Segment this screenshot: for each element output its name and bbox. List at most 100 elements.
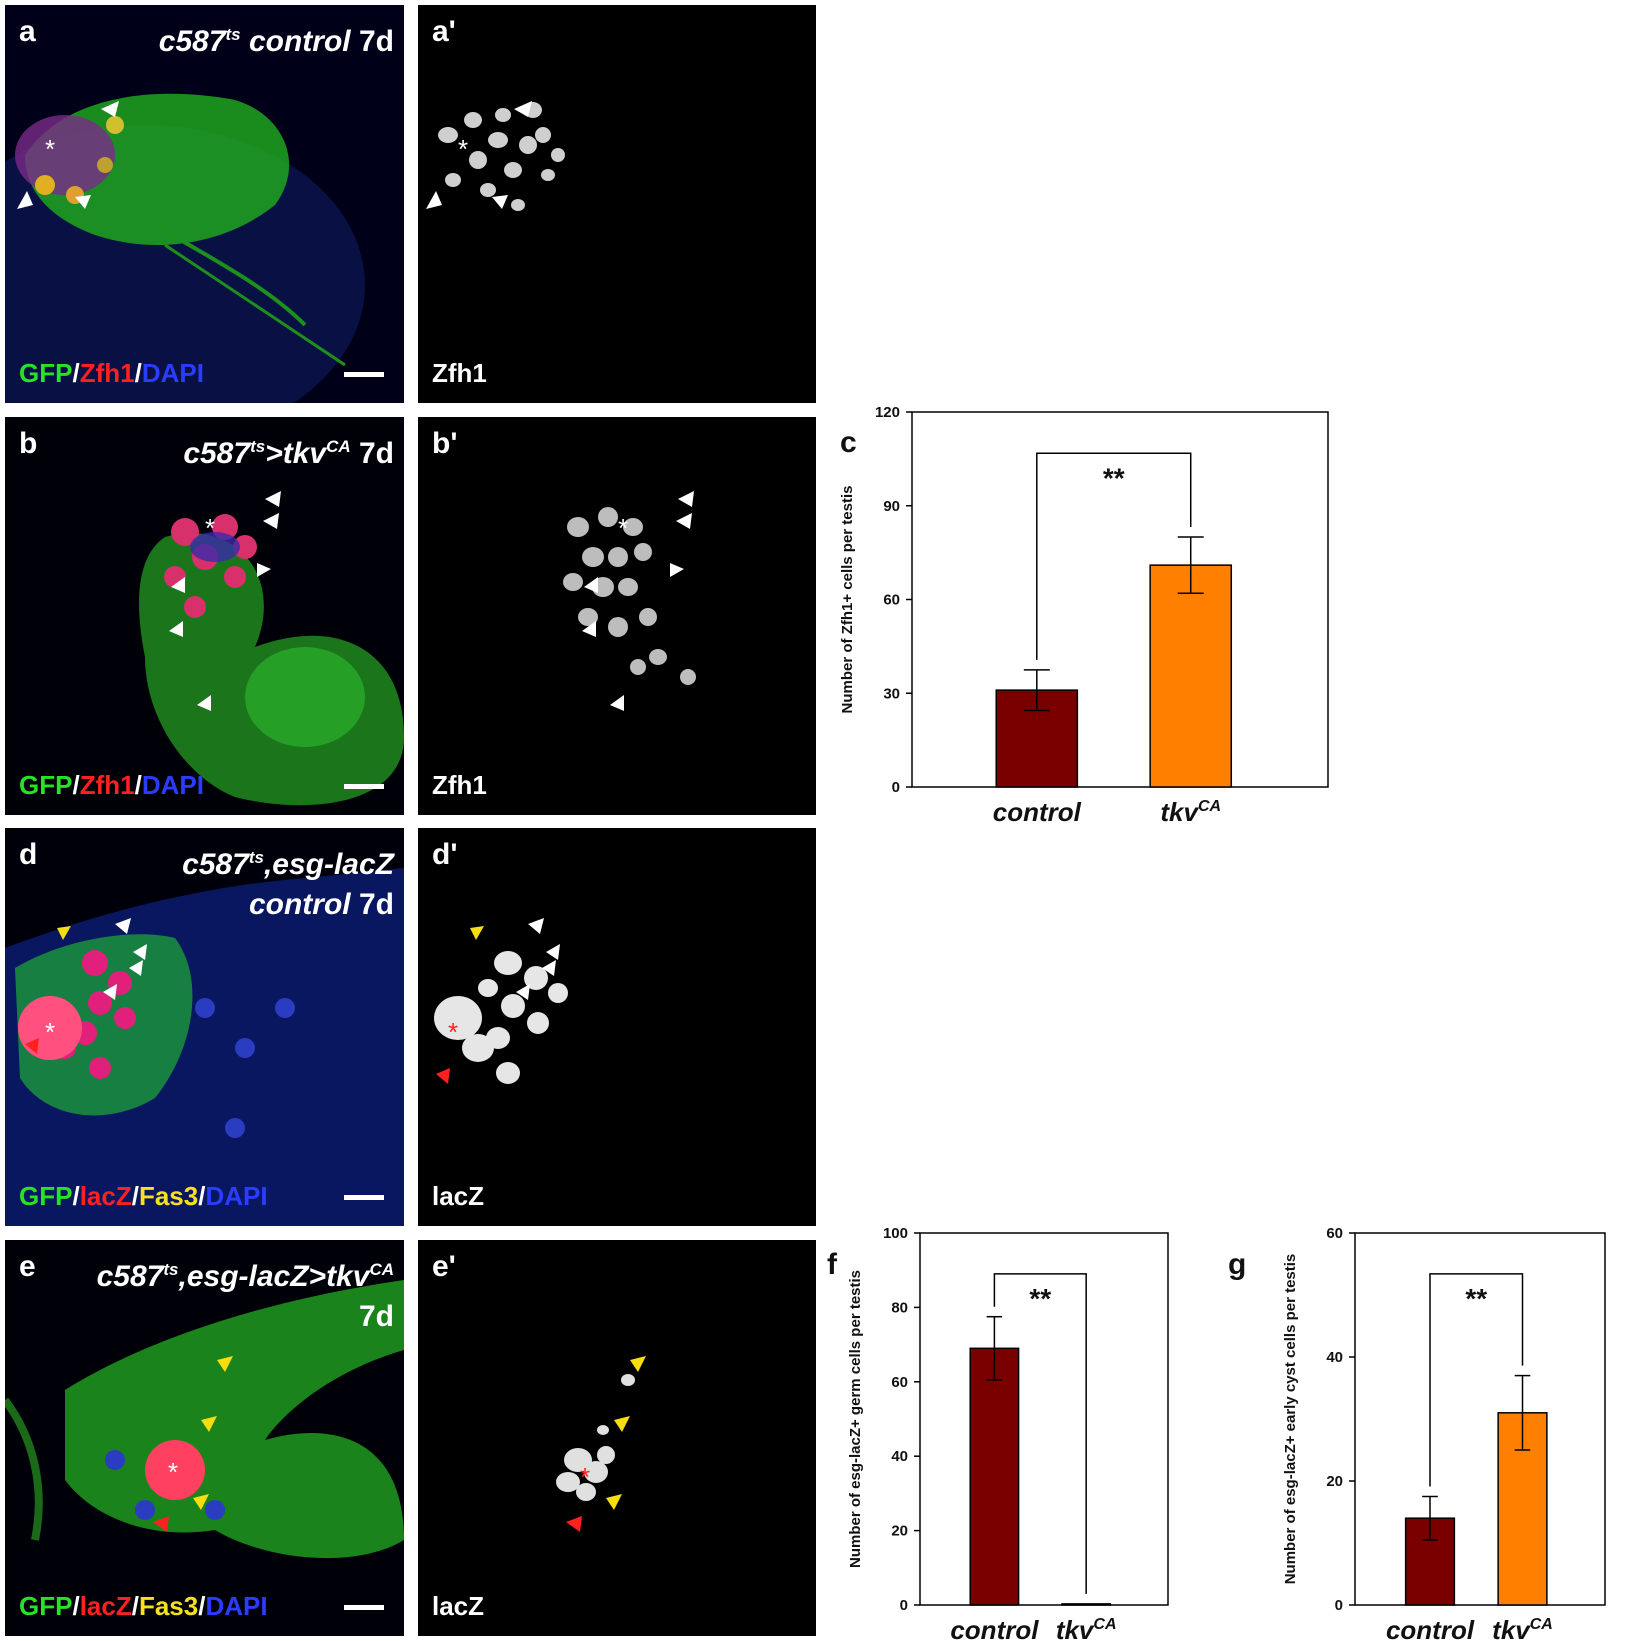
chart-c-label: c [840, 426, 857, 459]
panel-a-micrograph: * [5, 5, 404, 403]
panel-title: c587ts control 7d [158, 25, 394, 58]
stain-legend-part: DAPI [205, 1591, 268, 1621]
stain-legend-part: / [72, 358, 80, 388]
category-label-text: control [1386, 1615, 1475, 1641]
panel-d2-micrograph: * [434, 918, 568, 1084]
y-tick-label: 60 [891, 1374, 908, 1391]
category-label-sup: CA [1530, 1616, 1553, 1633]
stain-legend-part: lacZ [79, 1591, 132, 1621]
stain-legend: lacZ [432, 1591, 484, 1622]
y-axis-label: Number of esg-lacZ+ germ cells per testi… [847, 1270, 864, 1568]
stain-legend-part: / [131, 1181, 139, 1211]
scale-bar [344, 1195, 384, 1200]
stain-legend-part: DAPI [205, 1181, 268, 1211]
stain-legend-part: / [131, 1591, 139, 1621]
scale-bar [344, 372, 384, 377]
category-label: tkvCA [1160, 797, 1221, 827]
category-label: tkvCA [1492, 1615, 1553, 1641]
svg-text:*: * [168, 1457, 178, 1487]
panel-a-image: * a c587ts control 7d GFP/Zfh1/DAPI [5, 5, 404, 403]
panel-label: b' [432, 427, 458, 460]
stain-legend-part: Zfh1 [432, 358, 487, 388]
scale-bar [344, 1605, 384, 1610]
category-label-text: control [950, 1615, 1039, 1641]
y-tick-label: 100 [883, 1225, 908, 1242]
stain-legend-part: lacZ [432, 1591, 485, 1621]
stain-legend-part: Zfh1 [432, 770, 487, 800]
stain-legend-part: lacZ [79, 1181, 132, 1211]
panel-e-micrograph: * [5, 1240, 404, 1636]
y-tick-label: 20 [891, 1523, 908, 1540]
panel-d-image: * d c587ts,esg-lacZ control 7d GFP/lacZ/… [5, 828, 404, 1226]
svg-text:*: * [448, 1017, 458, 1047]
panel-a2-micrograph: * [426, 101, 565, 211]
y-tick-label: 40 [891, 1448, 908, 1465]
category-label-text: tkv [1160, 797, 1199, 827]
stain-legend-part: / [134, 770, 142, 800]
significance-bracket [1036, 452, 1192, 660]
stain-legend: GFP/Zfh1/DAPI [19, 358, 204, 389]
panel-label: d [19, 838, 38, 871]
arrowhead-markers [17, 101, 119, 209]
svg-text:*: * [45, 1017, 55, 1047]
panel-b-micrograph: * [5, 417, 404, 815]
plot-frame [911, 411, 1329, 788]
panel-b2-image: * b' Zfh1 [418, 417, 816, 815]
stain-legend: lacZ [432, 1181, 484, 1212]
category-label-sup: CA [1198, 798, 1221, 815]
panel-d2-image: * d' lacZ [418, 828, 816, 1226]
stain-legend-part: / [72, 770, 80, 800]
y-tick-label: 20 [1326, 1473, 1343, 1490]
stain-legend-part: GFP [19, 770, 73, 800]
svg-text:*: * [618, 513, 628, 543]
panel-b2-micrograph: * [563, 491, 696, 711]
category-label-text: tkv [1056, 1615, 1095, 1641]
category-label: control [950, 1615, 1039, 1641]
stain-legend-part: / [198, 1591, 206, 1621]
chart-f-label: f [827, 1248, 837, 1281]
panel-e2-image: * e' lacZ [418, 1240, 816, 1636]
stain-legend-part: / [134, 358, 142, 388]
stain-legend-part: lacZ [432, 1181, 485, 1211]
bar-control [969, 1347, 1020, 1606]
y-tick-label: 0 [1335, 1597, 1343, 1614]
chart-g-label: g [1228, 1248, 1247, 1281]
category-label: control [1386, 1615, 1475, 1641]
stain-legend-part: Zfh1 [79, 770, 135, 800]
stain-legend: GFP/Zfh1/DAPI [19, 770, 204, 801]
significance-bracket [1429, 1273, 1524, 1487]
plot-frame [919, 1232, 1169, 1606]
stain-legend: Zfh1 [432, 770, 487, 801]
panel-e-image: * e c587ts,esg-lacZ>tkvCA 7d GFP/lacZ/Fa… [5, 1240, 404, 1636]
significance-bracket [993, 1273, 1087, 1594]
panel-title: c587ts,esg-lacZ>tkvCA 7d [96, 1260, 394, 1333]
svg-text:*: * [45, 134, 55, 164]
bar-tkv [1061, 1603, 1112, 1606]
y-axis-label: Number of esg-lacZ+ early cyst cells per… [1282, 1254, 1299, 1585]
category-label: tkvCA [1056, 1615, 1117, 1641]
stain-legend-part: Fas3 [138, 1181, 199, 1211]
y-tick-label: 60 [1326, 1225, 1343, 1242]
svg-text:*: * [580, 1462, 590, 1492]
panel-title: c587ts>tkvCA 7d [183, 437, 394, 470]
y-tick-label: 60 [883, 592, 900, 609]
panel-d-micrograph: * [5, 828, 404, 1226]
y-tick-label: 120 [875, 404, 900, 421]
stain-legend-part: GFP [19, 1181, 73, 1211]
plot-frame [1354, 1232, 1606, 1606]
stain-legend-part: DAPI [141, 358, 204, 388]
y-tick-label: 0 [900, 1597, 908, 1614]
panel-a2-image: * a' Zfh1 [418, 5, 816, 403]
stain-legend: Zfh1 [432, 358, 487, 389]
stain-legend-part: Fas3 [138, 1591, 199, 1621]
stain-legend-part: DAPI [141, 770, 204, 800]
panel-b-image: * b c587ts>tkvCA 7d GFP/Zfh1/DAPI [5, 417, 404, 815]
y-axis-label: Number of Zfh1+ cells per testis [839, 486, 856, 714]
svg-text:*: * [458, 134, 468, 164]
stain-legend-part: / [72, 1591, 80, 1621]
y-tick-label: 90 [883, 498, 900, 515]
significance-marker: ** [1103, 462, 1125, 493]
